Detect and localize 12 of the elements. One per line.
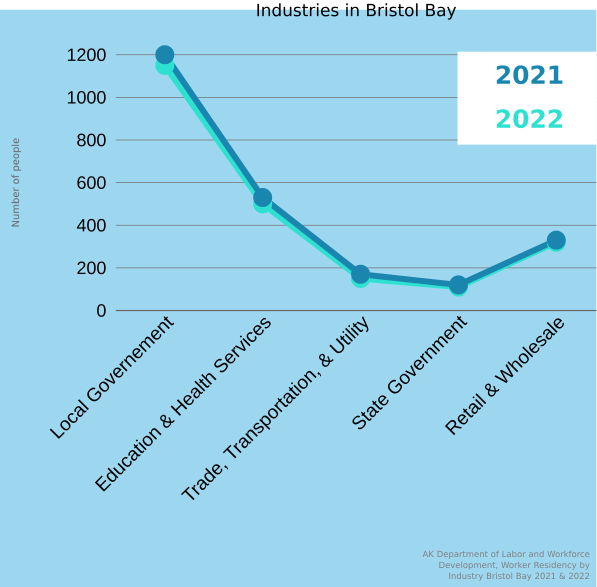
y-tick-label: 400: [76, 218, 106, 232]
y-axis-title: Number of people: [11, 138, 22, 226]
text: 2021: [496, 65, 562, 84]
y-tick-label: 1200: [68, 48, 106, 61]
text: 2022: [496, 109, 562, 128]
text: AK Department of Labor and Workforce Development, Worker Residency by Industry Bristol Bay 2021 & 2022: [422, 550, 590, 581]
y-tick-label: 0: [97, 304, 106, 317]
y-tick-label: 1000: [68, 90, 106, 104]
y-tick-label: 600: [77, 176, 106, 189]
chart-title: Industries in Bristol Bay: [257, 3, 456, 20]
y-tick-label: 800: [77, 134, 106, 146]
y-tick-label: 200: [77, 261, 106, 274]
